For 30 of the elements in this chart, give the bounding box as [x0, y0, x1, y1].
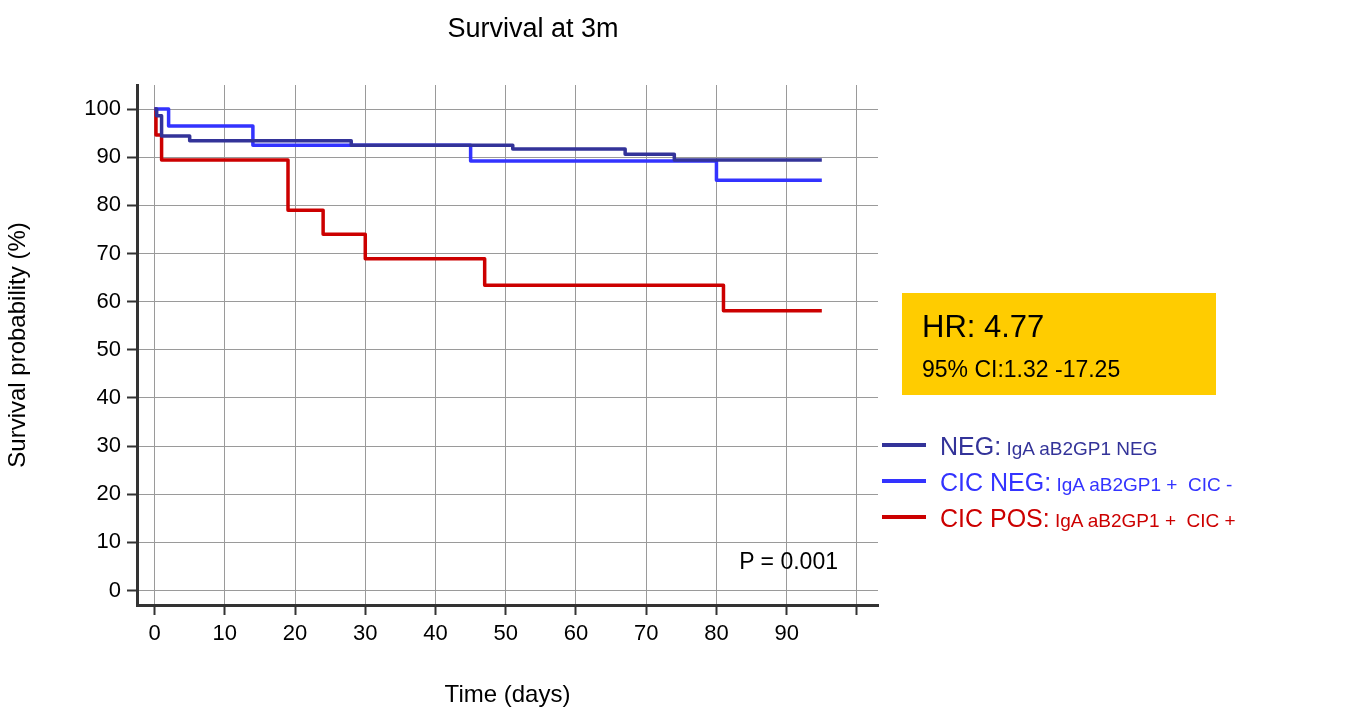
y-axis-title: Survival probability (%) [3, 222, 31, 468]
x-tick-label: 0 [148, 620, 161, 646]
annotation: P = 0.001 [739, 548, 838, 575]
legend-label: CIC POS: IgA aB2GP1 + CIC + [940, 504, 1236, 532]
y-tick-label: 100 [84, 95, 121, 121]
text: 95% CI:1.32 -17.25 [922, 356, 1121, 383]
y-tick-label: 30 [96, 432, 121, 458]
y-tick-label: 70 [96, 239, 121, 265]
legend-label: CIC NEG: IgA aB2GP1 + CIC - [940, 468, 1233, 496]
y-tick-label: 60 [96, 287, 121, 313]
x-tick-label: 10 [212, 620, 238, 646]
y-tick-label: 10 [96, 528, 121, 554]
legend-label: NEG: IgA aB2GP1 NEG [940, 432, 1158, 460]
x-tick-label: 40 [423, 620, 448, 646]
y-tick-label: 40 [96, 384, 121, 410]
y-tick-label: 90 [96, 143, 121, 169]
x-tick-label: 80 [704, 620, 729, 646]
x-tick-label: 20 [282, 620, 308, 646]
x-axis-title: Time (days) [444, 680, 571, 708]
text: HR: 4.77 [922, 308, 1045, 344]
y-tick-label: 20 [96, 480, 121, 506]
x-tick-label: 70 [633, 620, 659, 646]
chart-title: Survival at 3m [447, 13, 619, 44]
y-tick-label: 0 [108, 576, 121, 602]
x-tick-label: 50 [493, 620, 518, 646]
x-tick-label: 90 [774, 620, 799, 646]
y-tick-label: 50 [96, 335, 121, 361]
x-tick-label: 60 [563, 620, 589, 646]
y-tick-label: 80 [96, 191, 121, 217]
x-tick-label: 30 [353, 620, 378, 646]
